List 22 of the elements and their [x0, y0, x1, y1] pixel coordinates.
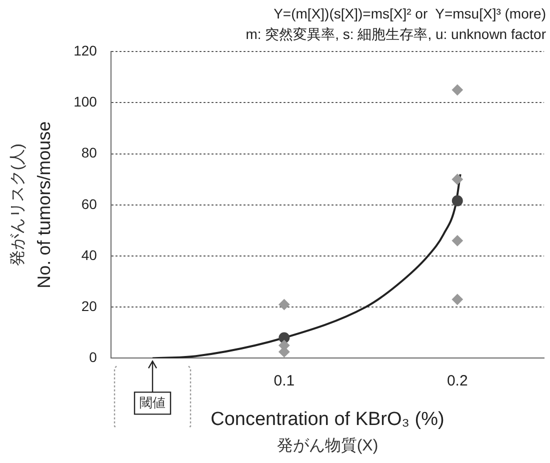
- y-tick-label: 60: [81, 196, 98, 212]
- y-tick-label: 0: [89, 349, 98, 366]
- y-tick-label: 100: [74, 94, 98, 110]
- text: 発がんリスク(人): [9, 144, 26, 266]
- point: [452, 235, 463, 246]
- point: [452, 174, 463, 185]
- y-axis-title: No. of tumors/mouse: [34, 121, 54, 288]
- point: [452, 294, 463, 305]
- x-tick-label: 0.2: [446, 372, 468, 390]
- y-tick-label: 20: [81, 298, 98, 314]
- annotation: 閾値: [140, 394, 166, 410]
- text: 発がん物質(X): [276, 436, 378, 454]
- point: [278, 299, 290, 310]
- point: [452, 195, 463, 206]
- point: [452, 84, 463, 96]
- y-tick-label: 40: [81, 246, 98, 263]
- y-tick-label: 120: [74, 42, 98, 58]
- y-tick-label: 80: [81, 144, 98, 161]
- chart-title: Y=(m[X])(s[X])=ms[X]² or Y=msu[X]³ (more): [274, 5, 546, 22]
- x-tick-label: 0.1: [274, 372, 295, 390]
- x-axis-title: Concentration of KBrO₃ (%): [210, 408, 444, 430]
- chart-subtitle: m: 突然変異率, s: 細胞生存率, u: unknown factor: [246, 26, 546, 42]
